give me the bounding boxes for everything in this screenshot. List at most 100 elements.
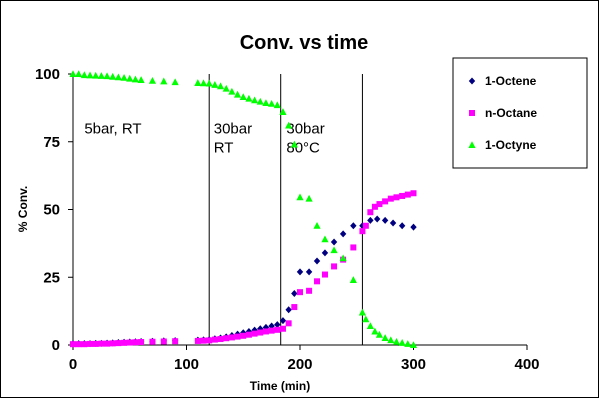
data-point <box>114 73 122 81</box>
y-tick-label: 75 <box>43 134 60 151</box>
data-point <box>109 72 117 80</box>
data-point <box>305 268 313 276</box>
x-axis-title: Time (min) <box>250 379 310 393</box>
data-point <box>228 87 236 95</box>
data-point <box>358 308 367 316</box>
legend-marker <box>468 77 476 85</box>
legend-label: 1-Octene <box>485 74 537 88</box>
data-point <box>240 332 247 339</box>
data-point <box>382 198 389 205</box>
data-point <box>160 338 167 345</box>
series-1-octene <box>69 215 417 348</box>
data-point <box>172 338 179 345</box>
data-point <box>160 77 168 85</box>
data-point <box>296 268 304 276</box>
data-point <box>233 90 242 98</box>
annotation-text: 80°C <box>286 140 320 157</box>
data-point <box>399 192 406 199</box>
data-point <box>75 341 82 348</box>
data-point <box>321 249 329 257</box>
data-point <box>330 246 338 254</box>
axes: 0 100 200 300 400 0 25 50 75 100 <box>35 66 540 373</box>
data-point <box>367 216 374 224</box>
data-point <box>92 71 100 79</box>
data-point <box>80 71 88 79</box>
x-tick-label: 300 <box>401 356 426 373</box>
data-point <box>75 70 83 77</box>
data-point <box>97 72 105 79</box>
data-point <box>285 121 293 129</box>
data-point <box>245 331 252 338</box>
data-point <box>339 254 347 262</box>
data-point <box>313 257 321 265</box>
data-point <box>171 78 179 86</box>
data-point <box>234 333 241 340</box>
data-point <box>389 219 397 227</box>
data-point <box>199 79 208 87</box>
data-point <box>251 330 258 337</box>
data-point <box>223 335 230 342</box>
data-point <box>98 340 105 347</box>
legend-entries: 1-Octene n-Octane 1-Octyne <box>468 74 537 152</box>
y-tick-label: 100 <box>35 66 60 83</box>
data-point <box>314 278 321 285</box>
data-point <box>410 223 417 231</box>
data-point <box>149 338 156 345</box>
legend-label: n-Octane <box>485 106 537 120</box>
annotations: 5bar, RT 30bar RT 30bar 80°C <box>84 121 324 157</box>
data-point <box>321 235 329 243</box>
data-point <box>200 337 207 344</box>
data-point <box>279 108 287 115</box>
data-point <box>313 221 321 229</box>
data-point <box>387 336 395 344</box>
data-point <box>279 325 286 332</box>
data-point <box>404 340 412 347</box>
data-point <box>256 97 264 105</box>
data-point <box>409 341 418 348</box>
data-point <box>306 287 313 294</box>
data-point <box>366 322 374 330</box>
data-point <box>321 271 328 278</box>
x-tick-label: 100 <box>174 356 199 373</box>
data-point <box>285 306 292 314</box>
data-point <box>115 340 122 347</box>
data-point <box>339 230 347 238</box>
chart-marks <box>69 70 418 348</box>
data-point <box>381 334 389 341</box>
data-point <box>349 276 357 283</box>
data-point <box>268 327 275 334</box>
data-point <box>121 339 128 346</box>
data-point <box>398 222 406 230</box>
data-point <box>268 100 276 107</box>
data-point <box>375 330 384 338</box>
data-point <box>362 222 369 229</box>
data-point <box>393 194 400 201</box>
data-point <box>376 201 383 208</box>
data-point <box>137 76 145 83</box>
data-point <box>194 79 202 86</box>
legend-marker <box>468 141 476 148</box>
data-point <box>362 315 370 323</box>
data-point <box>387 195 394 202</box>
series-1-octyne <box>69 70 418 348</box>
data-point <box>131 75 140 83</box>
data-point <box>211 81 219 88</box>
data-point <box>392 337 401 345</box>
data-point <box>350 222 357 230</box>
data-point <box>274 321 281 329</box>
y-axis-title: % Conv. <box>16 186 30 232</box>
data-point <box>87 340 94 347</box>
data-point <box>262 99 270 106</box>
data-point <box>373 215 381 223</box>
data-point <box>257 329 264 336</box>
data-point <box>273 101 281 109</box>
chart-title: Conv. vs time <box>240 32 369 54</box>
data-point <box>228 334 235 341</box>
data-point <box>138 339 145 346</box>
data-point <box>279 317 287 325</box>
legend: 1-Octene n-Octane 1-Octyne <box>452 57 588 169</box>
data-point <box>148 76 157 84</box>
data-point <box>86 71 94 79</box>
data-point <box>350 244 357 251</box>
